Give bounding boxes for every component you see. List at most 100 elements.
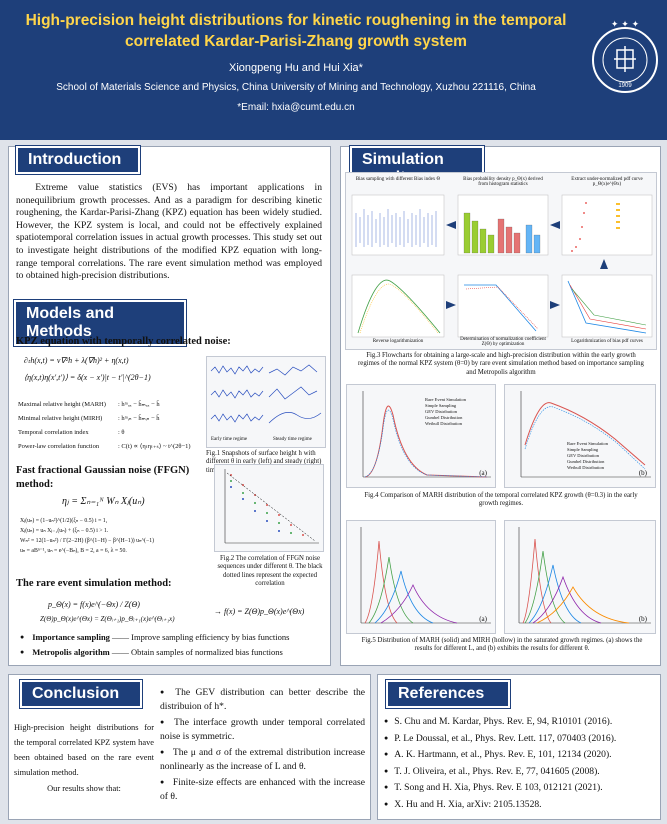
panel-label: (b)	[638, 615, 647, 623]
ffgn-equation: ηⱼ = Σₙ₌₁ᴺ Wₙ Xⱼ(uₙ)	[62, 496, 145, 507]
bullet-desc: —— Obtain samples of normalized bias fun…	[111, 647, 283, 657]
definition-row: Maximal relative height (MARH) : hᵐₐₓ − …	[18, 400, 208, 414]
conclusion-point: Finite-size effects are enhanced with th…	[160, 776, 365, 803]
figure-4a-legend: Rare Event Simulation Simple Sampling GE…	[425, 397, 466, 427]
reference-item: P. Le Doussal, et al., Phys. Rev. Lett. …	[384, 731, 658, 748]
figure-5b: (b)	[504, 520, 656, 634]
models-heading: Models and Methods	[13, 299, 187, 347]
ffgn-lines: Xⱼ(uₙ) = (1−uₙ²)^(1/2)(ξₙ − 0.5) i = 1, …	[20, 516, 210, 556]
kpz-equation-2: ⟨η(x,t)η(x′,t′)⟩ = δ(x − x′)|t − t′|^(2θ…	[24, 373, 151, 382]
conclusion-heading: Conclusion	[19, 679, 143, 709]
legend-entry: GEV Distribution	[425, 409, 458, 414]
flow-label: Logarithmization of bias pdf curves	[571, 339, 643, 344]
figure-3-caption: Fig.3 Flowcharts for obtaining a large-s…	[358, 352, 644, 376]
definition-expr: : C(t) ∝ ⟨ηₜηₜ₊ₛ⟩ ~ t^(2θ−1)	[118, 443, 191, 450]
figure-4-caption: Fig.4 Comparison of MARH distribution of…	[364, 492, 638, 508]
definition-row: Temporal correlation index : θ	[18, 428, 208, 442]
logo-year: 1909	[618, 83, 632, 89]
definition-row: Minimal relative height (MIRH) : hᵐᵢₙ − …	[18, 414, 208, 428]
conclusion-lead: Our results show that:	[47, 784, 121, 793]
bullet-dot	[20, 647, 32, 657]
figure-5-caption: Fig.5 Distribution of MARH (solid) and M…	[361, 637, 643, 653]
legend-entry: Gumbel Distribution	[425, 415, 463, 420]
figure-3-graphics	[351, 194, 653, 338]
kpz-equation-1: ∂ₜh(x,t) = ν∇²h + λ(∇h)² + η(x,t)	[24, 356, 129, 365]
reference-item: A. K. Hartmann, et al., Phys. Rev. E, 10…	[384, 747, 658, 764]
flow-label: Bias sampling with different Bias index …	[355, 177, 441, 182]
conclusion-points: The GEV distribution can better describe…	[160, 686, 365, 803]
authors: Xiongpeng Hu and Hui Xia*	[229, 62, 363, 74]
figure-2	[214, 464, 324, 552]
ffgn-line: uₙ = aBⁿ⁻¹, uₙ = e^(−Bₙ), B = 2, a = 6, …	[20, 548, 127, 554]
reference-item: T. Song and H. Xia, Phys. Rev. E 103, 01…	[384, 780, 658, 797]
conclusion-intro: High-precision height distributions for …	[14, 723, 154, 777]
figure-5a-plot	[360, 527, 491, 624]
figure-1: Early time regime Steady time regime	[206, 356, 326, 448]
legend-entry: GEV Distribution	[567, 453, 600, 458]
flow-label: Determination of normalization coefficie…	[460, 337, 546, 347]
figure-4a-plot	[362, 391, 491, 478]
bullet-term: Importance sampling	[32, 632, 110, 642]
legend-entry: Simple Sampling	[425, 403, 457, 408]
definition-label: Maximal relative height (MARH)	[18, 401, 106, 408]
ffgn-line: Wₙ² = 12(1−uₙ²) / Γ(2−2H) (β^(1−H) − β^(…	[20, 538, 155, 544]
legend-entry: Gumbel Distribution	[567, 459, 605, 464]
flow-label: Reverse logarithmization	[372, 339, 424, 344]
reference-item: S. Chu and M. Kardar, Phys. Rev. E, 94, …	[384, 714, 658, 731]
poster-header: High-precision height distributions for …	[0, 0, 667, 140]
flow-label: Bias probability density p_Θ(x) derived …	[463, 177, 543, 187]
reference-item: T. J. Oliveira, et al., Phys. Rev. E, 77…	[384, 764, 658, 781]
method-bullet: Importance sampling —— Improve sampling …	[20, 630, 330, 645]
panel-label: (b)	[638, 469, 647, 477]
svg-text:✦ ✦ ✦: ✦ ✦ ✦	[611, 20, 640, 30]
definition-label: Minimal relative height (MIRH)	[18, 415, 103, 422]
figure-3-flowchart: Bias sampling with different Bias index …	[345, 172, 657, 350]
email: *Email: hxia@cumt.edu.cn	[237, 102, 355, 113]
ffgn-line: Xⱼ(uₙ) = uₙ Xⱼ₋₁(uₙ) + (ξₙ − 0.5) i > 1.	[20, 528, 109, 534]
ffgn-line: Xⱼ(uₙ) = (1−uₙ²)^(1/2)(ξₙ − 0.5) i = 1,	[20, 518, 108, 524]
definition-label: Temporal correlation index	[18, 429, 89, 436]
legend-entry: Rare Event Simulation	[567, 441, 608, 446]
legend-entry: Weibull Distribution	[567, 465, 605, 470]
figure-2-correlation-plot	[224, 469, 319, 544]
bullet-dot	[160, 747, 173, 758]
fig1-early-label: Early time regime	[211, 437, 248, 442]
introduction-heading: Introduction	[15, 145, 141, 175]
definitions-list: Maximal relative height (MARH) : hᵐₐₓ − …	[18, 400, 208, 456]
definition-row: Power-law correlation function : C(t) ∝ …	[18, 442, 208, 456]
bullet-dot	[20, 632, 32, 642]
conclusion-point: The μ and σ of the extremal distribution…	[160, 746, 365, 773]
panel-label: (a)	[479, 469, 487, 477]
figure-1-snapshots	[210, 364, 322, 424]
figure-4b: Rare Event Simulation Simple Sampling GE…	[504, 384, 656, 488]
introduction-text: Extreme value statistics (EVS) has impor…	[16, 182, 322, 282]
bullet-dot	[160, 777, 173, 788]
figure-2-caption: Fig.2 The correlation of FFGN noise sequ…	[217, 555, 323, 587]
methods-bullets: Importance sampling —— Improve sampling …	[20, 630, 330, 660]
figure-5b-plot	[518, 527, 651, 624]
references-heading: References	[385, 679, 511, 709]
bullet-desc: —— Improve sampling efficiency by bias f…	[112, 632, 290, 642]
conclusion-point: The GEV distribution can better describe…	[160, 686, 365, 713]
rare-eq-1: p_Θ(x) = f(x)e^(−Θx) / Z(Θ)	[48, 600, 140, 609]
university-seal-icon: ✦ ✦ ✦ 1909	[592, 20, 658, 93]
poster-title: High-precision height distributions for …	[25, 12, 567, 50]
bullet-dot	[160, 687, 175, 698]
bullet-term: Metropolis algorithm	[32, 647, 110, 657]
legend-entry: Simple Sampling	[567, 447, 599, 452]
panel-label: (a)	[479, 615, 487, 623]
method-bullet: Metropolis algorithm —— Obtain samples o…	[20, 645, 330, 660]
flow-label: Extract under-normalized pdf curve p_Θ(x…	[571, 177, 643, 187]
definition-expr: : hᵐₐₓ − h̄ₘₐₓ − h̄	[118, 401, 160, 408]
rare-eq-2: Z(Θ)p_Θ(x)e^(Θx) = Z(Θᵢ₊₁)p_Θᵢ₊₁(x)e^(Θᵢ…	[40, 615, 175, 623]
definition-label: Power-law correlation function	[18, 443, 100, 450]
kpz-title: KPZ equation with temporally correlated …	[16, 336, 231, 347]
conclusion-point: The interface growth under temporal corr…	[160, 716, 365, 743]
fig1-steady-label: Steady time regime	[273, 437, 312, 442]
figure-4b-legend: Rare Event Simulation Simple Sampling GE…	[567, 441, 608, 471]
affiliation: School of Materials Science and Physics,…	[56, 82, 536, 93]
figure-5a: (a)	[346, 520, 496, 634]
figure-4b-plot	[520, 391, 651, 478]
definition-expr: : hᵐᵢₙ − h̄ₘᵢₙ − h̄	[118, 415, 160, 422]
figure-4a: Rare Event Simulation Simple Sampling GE…	[346, 384, 496, 488]
